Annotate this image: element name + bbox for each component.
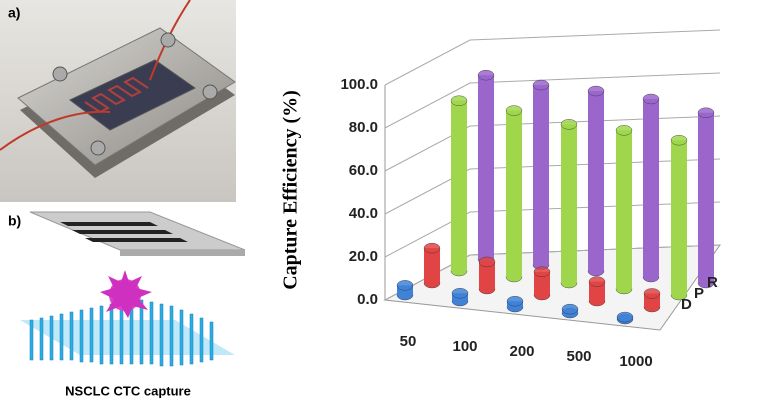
- grid-line: [384, 158, 721, 215]
- bar-top: [643, 288, 661, 299]
- bar-top: [450, 95, 468, 106]
- x-tick-label: 100: [452, 338, 477, 355]
- x-tick-label: 50: [400, 333, 417, 350]
- x-tick-label: 200: [509, 343, 534, 360]
- y-tick-label: 80.0: [349, 119, 378, 136]
- device-photo: [0, 0, 236, 202]
- bar-top: [505, 105, 523, 116]
- schematic: [20, 211, 246, 367]
- bar-top: [478, 256, 496, 268]
- bar-top: [697, 107, 715, 118]
- y-axis-title: Capture Efficiency (%): [280, 90, 302, 290]
- bar: [588, 91, 604, 271]
- bar-top: [423, 242, 441, 254]
- x-tick-label: 500: [566, 348, 591, 365]
- bar-top: [561, 303, 579, 315]
- bar: [534, 271, 550, 295]
- bar-top: [451, 288, 469, 299]
- bar-top: [587, 85, 605, 97]
- bar: [589, 281, 605, 301]
- bar: [698, 112, 714, 283]
- bar-top: [670, 134, 688, 146]
- grid-line: [384, 244, 721, 301]
- y-tick-label: 20.0: [349, 248, 378, 265]
- bar-top: [642, 93, 660, 105]
- bar-top: [615, 125, 633, 136]
- bar-top: [477, 69, 495, 81]
- bar: [643, 98, 659, 277]
- bar-top: [533, 266, 551, 277]
- bar-top: [396, 280, 414, 291]
- grid-line: [384, 201, 721, 258]
- bar: [424, 248, 440, 283]
- bar-top: [588, 276, 606, 287]
- bar-top: [506, 295, 524, 307]
- y-tick-label: 0.0: [357, 291, 378, 308]
- depth-label: P: [694, 285, 704, 302]
- panel-label: b): [8, 213, 21, 229]
- bar: [451, 100, 467, 271]
- grid-line: [384, 29, 721, 86]
- bar: [533, 85, 549, 265]
- y-tick-label: 40.0: [349, 205, 378, 222]
- bar-top: [560, 119, 578, 130]
- bar: [671, 140, 687, 295]
- bar-top: [616, 311, 634, 323]
- bar-top: [532, 79, 550, 91]
- caption: NSCLC CTC capture: [65, 383, 191, 398]
- bar: [616, 130, 632, 289]
- bar: [506, 110, 522, 277]
- bar: [561, 124, 577, 283]
- bar: [479, 261, 495, 289]
- panel-label: a): [8, 5, 20, 21]
- depth-label: R: [707, 274, 718, 291]
- bar: [478, 75, 494, 259]
- depth-label: D: [681, 296, 692, 313]
- y-tick-label: 60.0: [349, 162, 378, 179]
- y-tick-label: 100.0: [340, 76, 378, 93]
- x-tick-label: 1000: [619, 353, 652, 370]
- grid-line: [384, 72, 721, 129]
- grid-line: [384, 115, 721, 172]
